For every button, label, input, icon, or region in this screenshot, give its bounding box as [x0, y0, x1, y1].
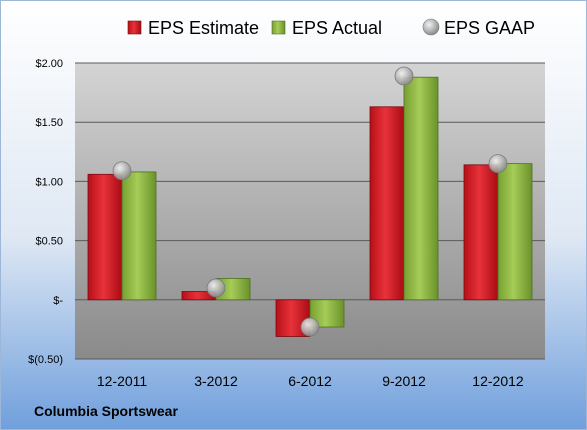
company-name: Columbia Sportswear	[34, 403, 178, 419]
legend-label: EPS Estimate	[148, 18, 259, 38]
marker-eps-gaap	[206, 278, 226, 298]
marker-eps-gaap	[394, 66, 414, 86]
x-category-label: 3-2012	[194, 373, 238, 389]
legend-swatch	[127, 20, 142, 35]
bar-eps-estimate	[87, 173, 123, 301]
marker-eps-gaap	[112, 161, 132, 181]
y-tick-label: $(0.50)	[28, 354, 63, 366]
bar-eps-estimate	[369, 106, 405, 301]
legend-swatch	[271, 20, 286, 35]
x-axis-labels: 12-2011 3-2012 6-2012 9-2012 12-2012	[97, 373, 524, 389]
y-axis-ticks: $(0.50) $- $0.50 $1.00 $1.50 $2.00	[28, 58, 63, 366]
y-tick-label: $1.50	[35, 117, 63, 129]
gaap-markers	[112, 66, 508, 337]
legend-label: EPS Actual	[292, 18, 382, 38]
bar-eps-actual	[121, 171, 157, 301]
bars	[87, 76, 533, 337]
legend-swatch	[422, 18, 440, 36]
legend-label: EPS GAAP	[444, 18, 535, 38]
y-tick-label: $-	[53, 295, 63, 307]
x-category-label: 9-2012	[382, 373, 426, 389]
marker-eps-gaap	[488, 154, 508, 174]
legend: EPS Estimate EPS Actual EPS GAAP	[127, 18, 535, 38]
y-tick-label: $2.00	[35, 58, 63, 70]
marker-eps-gaap	[300, 317, 320, 337]
y-tick-label: $1.00	[35, 176, 63, 188]
x-category-label: 6-2012	[288, 373, 332, 389]
y-tick-label: $0.50	[35, 236, 63, 248]
bar-eps-estimate	[463, 164, 499, 301]
bar-eps-actual	[403, 76, 439, 301]
x-category-label: 12-2012	[472, 373, 524, 389]
x-category-label: 12-2011	[97, 373, 148, 389]
bar-eps-actual	[497, 163, 533, 301]
